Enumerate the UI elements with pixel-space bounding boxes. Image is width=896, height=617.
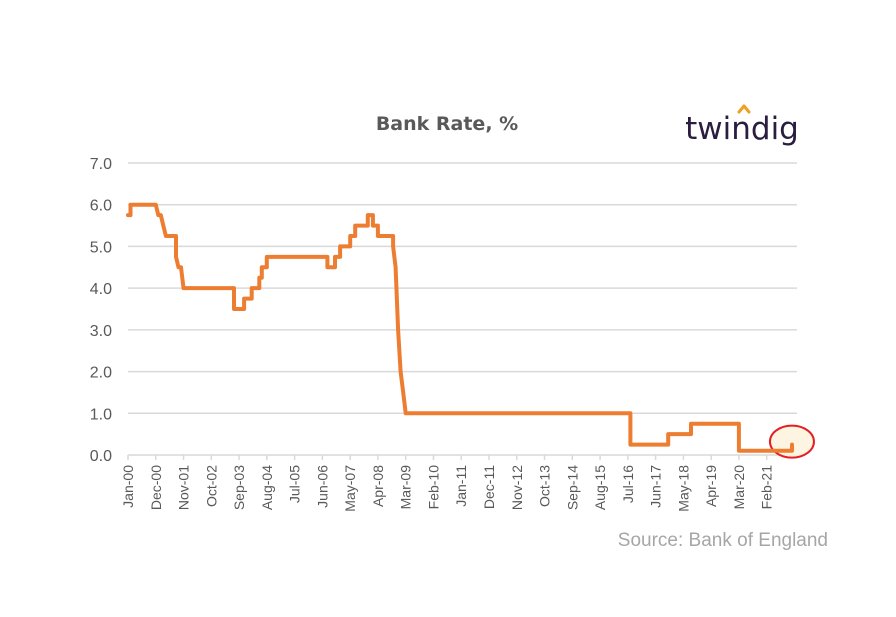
x-tick-label: Feb-10 bbox=[425, 465, 441, 510]
brand-name: twindig bbox=[685, 111, 799, 147]
x-tick-label: May-07 bbox=[342, 465, 358, 512]
x-tick-label: Sep-03 bbox=[231, 465, 247, 510]
x-tick-label: Sep-14 bbox=[564, 465, 580, 510]
gridlines bbox=[128, 162, 797, 456]
x-tick-label: Apr-19 bbox=[703, 465, 719, 507]
x-tick-label: Mar-20 bbox=[731, 465, 747, 510]
y-tick-label: 1.0 bbox=[90, 406, 112, 423]
x-tick-label: Aug-15 bbox=[592, 465, 608, 510]
x-tick-label: Aug-04 bbox=[259, 465, 275, 510]
x-tick-label: Oct-02 bbox=[203, 465, 219, 507]
x-tick-label: Jan-00 bbox=[120, 465, 136, 508]
series-layer bbox=[126, 202, 794, 453]
x-tick-label: Apr-08 bbox=[370, 465, 386, 507]
x-tick-label: Jul-05 bbox=[287, 465, 303, 503]
chart-title: Bank Rate, % bbox=[376, 113, 518, 135]
y-tick-label: 5.0 bbox=[90, 239, 112, 256]
x-tick-label: Feb-21 bbox=[759, 465, 775, 510]
x-tick-label: Nov-12 bbox=[509, 465, 525, 510]
y-tick-label: 7.0 bbox=[90, 156, 112, 173]
x-tick-label: Dec-00 bbox=[148, 465, 164, 510]
logo-roof-icon bbox=[737, 104, 751, 114]
x-tick-label: Dec-11 bbox=[481, 465, 497, 509]
series-line bbox=[126, 202, 794, 453]
x-tick-label: Jun-06 bbox=[314, 465, 330, 508]
x-tick-label: Oct-13 bbox=[537, 465, 553, 507]
x-tick-label: Nov-01 bbox=[176, 465, 192, 510]
x-tick-label: Jan-11 bbox=[453, 465, 469, 507]
x-axis: Jan-00 Dec-00 Nov-01 Oct-02 Sep-03 Aug-04 Jul-… bbox=[120, 455, 775, 512]
x-tick-label: Jul-16 bbox=[620, 465, 636, 503]
y-tick-label: 2.0 bbox=[90, 365, 112, 382]
y-tick-label: 4.0 bbox=[90, 281, 112, 298]
twindig-logo: twindig bbox=[685, 104, 799, 147]
x-tick-label: Jun-17 bbox=[648, 465, 664, 508]
y-tick-label: 6.0 bbox=[90, 198, 112, 215]
source-note: Source: Bank of England bbox=[618, 530, 828, 551]
y-tick-label: 0.0 bbox=[90, 448, 112, 465]
y-axis: 0.0 1.0 2.0 3.0 4.0 5.0 6.0 7.0 bbox=[90, 156, 112, 465]
y-tick-label: 3.0 bbox=[90, 323, 112, 340]
x-tick-label: Mar-09 bbox=[398, 465, 414, 510]
x-tick-label: May-18 bbox=[675, 465, 691, 512]
